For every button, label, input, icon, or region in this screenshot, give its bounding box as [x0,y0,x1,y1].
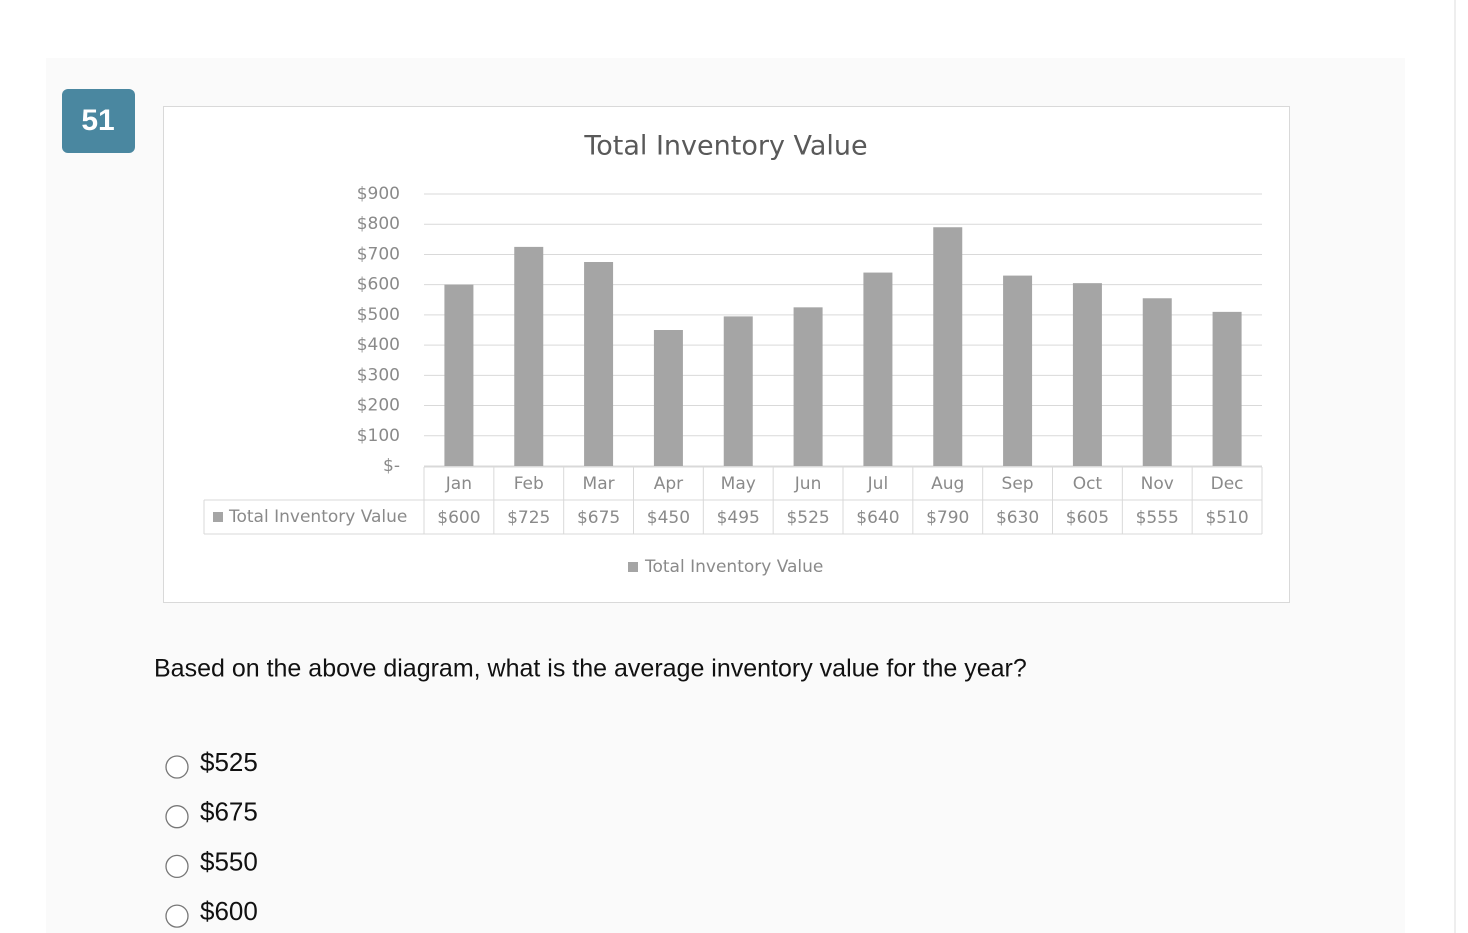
data-label: $450 [647,508,690,528]
x-tick-label: Oct [1073,474,1103,494]
bar [1003,275,1033,466]
legend-label: Total Inventory Value [644,557,823,577]
data-label: $675 [577,508,620,528]
bar [723,316,753,466]
bar [514,246,544,466]
x-tick-label: Dec [1211,474,1244,494]
x-tick-label: Jun [794,474,822,494]
bar [1072,283,1102,466]
y-tick-label: $300 [357,365,400,385]
legend-swatch [213,512,223,522]
question-number: 51 [81,104,114,137]
y-tick-label: $- [383,456,400,476]
chart-title: Total Inventory Value [583,131,867,162]
y-tick-label: $100 [357,426,400,446]
x-tick-label: Jan [445,474,472,494]
radio-button[interactable] [165,854,189,879]
data-label: $640 [856,508,899,528]
data-label: $555 [1136,508,1179,528]
y-tick-label: $600 [357,275,400,295]
radio-button[interactable] [165,805,189,829]
table-row-header: Total Inventory Value [228,507,407,527]
y-tick-label: $900 [357,184,400,204]
data-label: $605 [1066,508,1109,528]
x-tick-label: Nov [1141,474,1174,494]
legend-swatch [628,562,638,572]
question-text: Based on the above diagram, what is the … [154,655,1027,683]
x-tick-label: May [721,474,756,494]
option-label[interactable]: $600 [200,896,258,926]
bar [584,262,614,466]
bar [933,227,963,466]
x-tick-label: Jul [867,474,889,494]
y-tick-label: $800 [357,214,400,234]
bar [1142,298,1172,466]
bar [444,284,474,466]
option-label[interactable]: $525 [200,747,258,777]
data-label: $790 [926,508,969,528]
y-tick-label: $400 [357,335,400,355]
y-tick-label: $200 [357,396,400,416]
data-label: $600 [437,508,480,528]
x-tick-label: Apr [654,474,683,494]
bar [793,307,823,466]
question-badge [62,89,135,153]
option-label[interactable]: $550 [200,846,258,876]
data-label: $630 [996,508,1039,528]
x-tick-label: Feb [514,474,544,494]
x-tick-label: Aug [931,474,964,494]
data-label: $495 [717,508,760,528]
bar [653,330,683,466]
x-tick-label: Sep [1002,474,1034,494]
radio-button[interactable] [165,755,189,779]
data-label: $510 [1205,508,1248,528]
radio-button[interactable] [165,904,189,928]
y-tick-label: $700 [357,244,400,264]
bar [863,272,893,466]
y-tick-label: $500 [357,305,400,325]
data-label: $725 [507,508,550,528]
x-tick-label: Mar [583,474,615,494]
bar [1212,311,1242,466]
option-label[interactable]: $675 [200,797,258,827]
data-label: $525 [786,508,829,528]
